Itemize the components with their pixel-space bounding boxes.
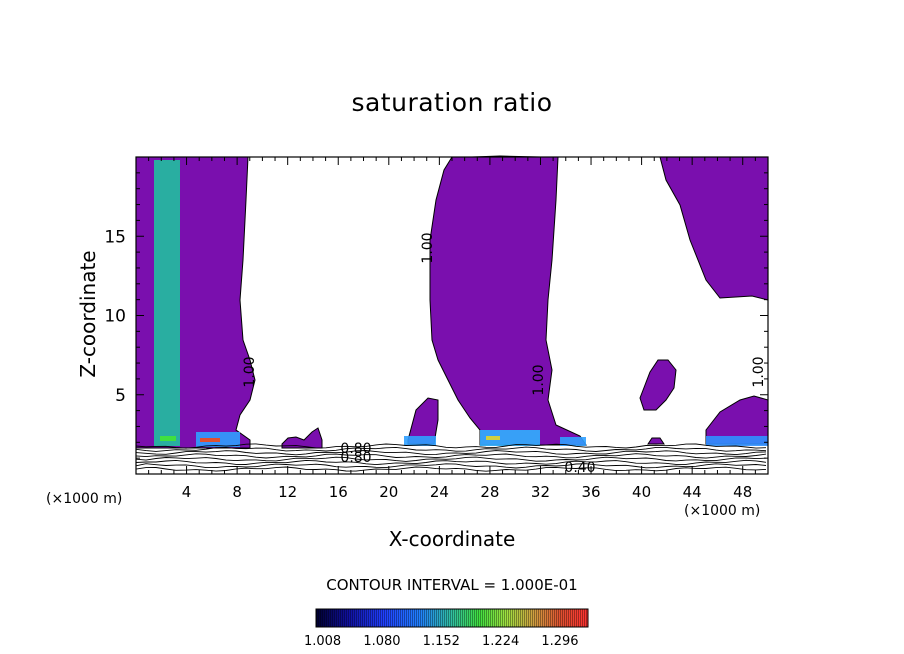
contour-line-8 (135, 466, 767, 472)
saturated-region-2 (429, 155, 587, 446)
saturated-region-4 (639, 359, 677, 411)
peak-patch-3 (160, 436, 176, 441)
x-tick-label: 16 (329, 483, 348, 501)
colorbar-tick-label: 1.296 (541, 634, 578, 649)
colorbar-tick-label: 1.080 (363, 634, 400, 649)
colorbar-tick-label: 1.224 (482, 634, 519, 649)
x-tick-label: 40 (632, 483, 651, 501)
x-axis-unit-right: (×1000 m) (684, 503, 761, 519)
y-tick-label: 5 (115, 386, 126, 406)
x-tick-label: 20 (379, 483, 398, 501)
colorbar-tick-label: 1.008 (304, 634, 341, 649)
contour-label-7: 0.40 (564, 460, 595, 476)
high-saturation-patch-1 (154, 160, 180, 446)
contour-line-5 (135, 456, 767, 462)
high-saturation-patch-5 (706, 436, 768, 446)
y-axis-label: Z-coordinate (76, 250, 100, 378)
x-tick-label: 24 (430, 483, 449, 501)
x-tick-label: 32 (531, 483, 550, 501)
contour-line-3 (135, 450, 767, 456)
contour-label-4: 1.00 (751, 356, 767, 387)
contour-line-1 (135, 443, 767, 449)
contour-label-3: 1.00 (531, 364, 547, 395)
contour-line-7 (135, 463, 767, 469)
saturated-region-7 (281, 427, 323, 449)
y-tick-label: 10 (104, 307, 126, 327)
contour-line-2 (135, 446, 767, 452)
plot-area: 1.00 1.00 1.00 1.00 0.800.80 0.40 (135, 155, 769, 476)
x-axis-label: X-coordinate (388, 527, 516, 551)
contour-interval-label: CONTOUR INTERVAL = 1.000E-01 (326, 576, 578, 594)
contour-line-4 (135, 453, 767, 459)
y-tick-label: 15 (104, 227, 126, 247)
x-tick-label: 36 (581, 483, 600, 501)
x-tick-label: 4 (182, 483, 192, 501)
x-tick-label: 48 (733, 483, 752, 501)
peak-patch-2 (486, 436, 500, 440)
x-tick-label: 44 (683, 483, 702, 501)
contour-label-5: 0.80 (340, 441, 371, 457)
colorbar-stripes (316, 609, 588, 627)
contour-line-6 (135, 459, 767, 466)
contour-label-6: 0.80 (340, 450, 371, 466)
x-axis-unit-left: (×1000 m) (46, 491, 123, 507)
colorbar-tick-label: 1.152 (423, 634, 460, 649)
saturated-region-3 (659, 156, 769, 301)
high-saturation-patch-6 (404, 436, 436, 446)
chart-title: saturation ratio (351, 88, 553, 117)
high-saturation-patch-3 (480, 430, 540, 446)
peak-patch-1 (200, 438, 220, 442)
x-tick-label: 12 (278, 483, 297, 501)
saturated-region-1 (135, 156, 256, 449)
x-tick-label: 8 (232, 483, 242, 501)
saturated-region-8 (647, 437, 665, 445)
contour-label-2: 1.00 (242, 356, 258, 387)
contour-label-1: 1.00 (420, 232, 436, 263)
x-tick-label: 28 (480, 483, 499, 501)
colorbar: 1.008 1.080 1.152 1.224 1.296 (304, 608, 589, 649)
high-saturation-patch-4 (560, 437, 586, 446)
